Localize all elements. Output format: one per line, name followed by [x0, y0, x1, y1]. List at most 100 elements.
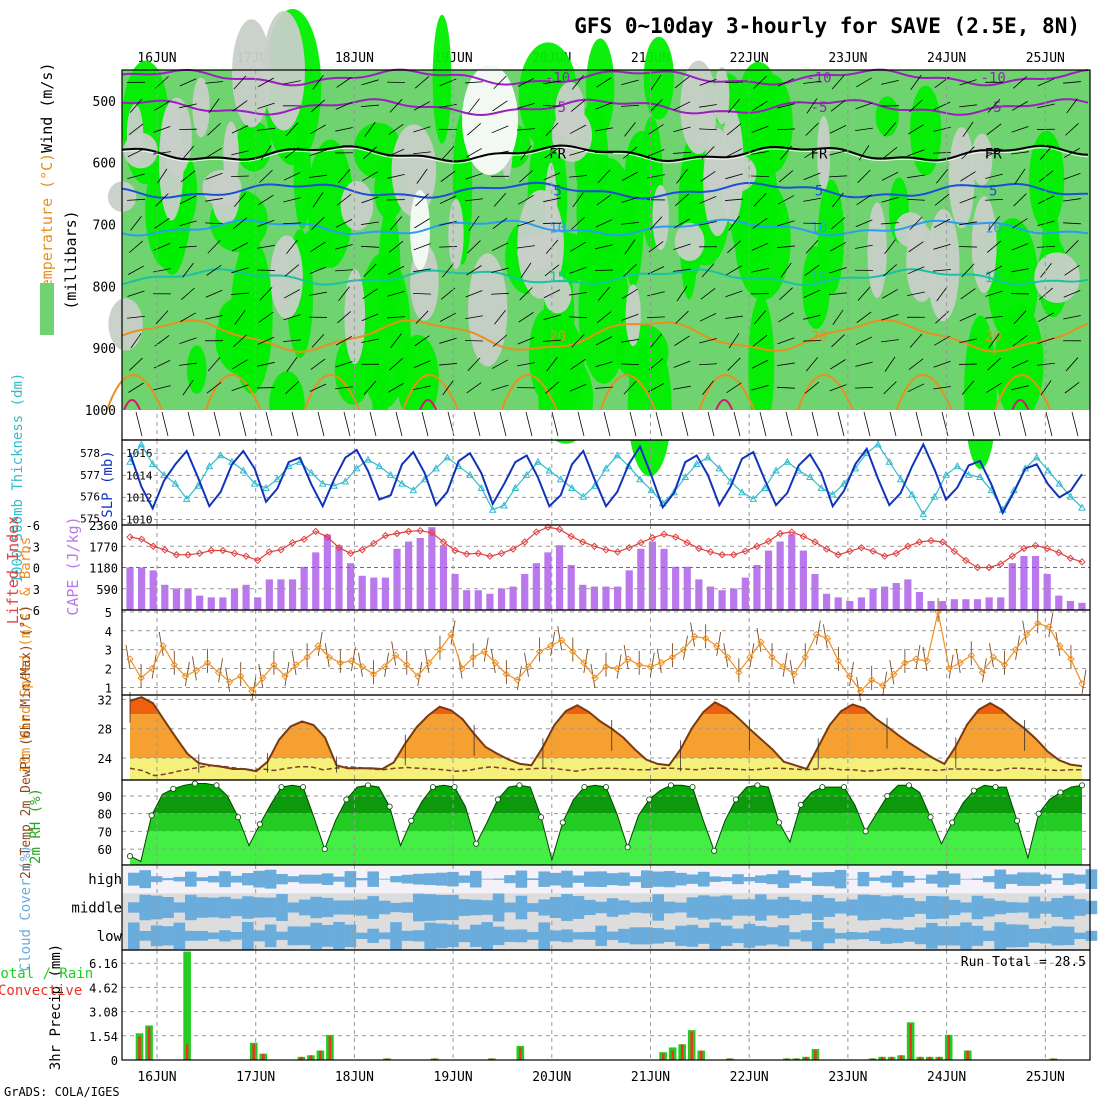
wind-barb — [310, 241, 326, 253]
wind-barb — [889, 411, 897, 437]
cape-bar — [950, 599, 958, 610]
wind-barb — [439, 128, 457, 130]
thickness-marker — [602, 464, 610, 472]
wind-barb — [517, 387, 535, 389]
surface-strip — [122, 410, 1090, 440]
wind-barb — [882, 288, 898, 299]
wind-barb — [231, 175, 249, 178]
wind-barb — [153, 151, 171, 155]
isotherm-line-hot — [123, 399, 141, 411]
cloud-cell — [458, 929, 471, 943]
wind-speed-marker — [989, 653, 998, 661]
wind-barb-10m — [158, 631, 164, 656]
lifted-index-marker — [590, 542, 599, 550]
wind-barb — [232, 217, 248, 230]
wind-barb — [206, 147, 222, 158]
wind-barb — [803, 222, 821, 224]
isotherm-label: 20 — [985, 329, 1002, 345]
wind-barb — [1064, 264, 1080, 276]
wind-barb — [595, 127, 613, 132]
wind-barb-10m — [125, 645, 131, 670]
wind-barb — [727, 357, 741, 371]
wind-barb-10m — [218, 658, 224, 683]
lifted-index-marker — [474, 549, 483, 558]
cloud-cell — [424, 873, 436, 886]
cloud-cell — [492, 893, 505, 922]
thickness-marker — [160, 470, 168, 478]
rh-cell-dry — [971, 133, 993, 186]
wind-barb — [569, 383, 587, 392]
cloud-cell — [663, 929, 676, 943]
wind-speed-marker — [867, 676, 876, 684]
wind-barb — [881, 314, 899, 321]
cloud-cell — [629, 902, 642, 913]
wind-barb — [883, 264, 897, 277]
precip-frame — [121, 949, 1091, 1061]
wind-barb — [1063, 81, 1081, 84]
wind-barb — [959, 338, 977, 344]
wind-barb — [855, 386, 873, 389]
wind-barb — [311, 216, 325, 230]
cloud-cell — [800, 901, 813, 914]
cape-bar — [474, 590, 482, 610]
precip-convective-bar — [490, 1058, 494, 1060]
wind-barb-10m — [815, 620, 821, 645]
wind-barb — [335, 127, 353, 132]
wind-barb — [1037, 337, 1055, 344]
cloud-cell — [675, 925, 687, 946]
rh-marker — [364, 782, 371, 789]
wind-barb — [855, 361, 873, 367]
cloud-cell — [310, 874, 322, 884]
thickness-marker — [738, 488, 746, 496]
wind-barb — [961, 263, 975, 278]
wind-speed-marker — [635, 661, 643, 669]
rh-marker — [494, 796, 501, 803]
thickness-marker — [352, 464, 361, 472]
wind-barb — [804, 381, 820, 394]
cloud-cell — [755, 894, 767, 921]
cloud-cell — [891, 895, 904, 920]
rh-marker — [127, 853, 134, 860]
cape-bar — [265, 579, 273, 610]
wind-barb — [933, 360, 951, 368]
rh-marker — [343, 796, 350, 803]
wind-barb — [232, 359, 248, 370]
thickness-marker — [817, 483, 826, 491]
wind-barb — [336, 336, 352, 346]
wind-barb — [856, 194, 872, 206]
wind-barb — [933, 152, 951, 154]
cape-bar — [161, 584, 169, 610]
temp-2m-line — [129, 696, 1083, 773]
wind-barb — [933, 386, 951, 390]
wind-barb — [855, 219, 873, 228]
rh-cell-moist — [432, 14, 452, 144]
wind-barb — [128, 123, 144, 136]
wind-barb — [855, 269, 873, 271]
wind-barb — [387, 199, 405, 201]
lifted-index-marker — [1031, 541, 1040, 550]
wind-barb — [439, 246, 457, 248]
thickness-marker — [511, 483, 520, 491]
cloud-cell — [812, 872, 824, 886]
wind-barb — [413, 126, 431, 133]
cape-bar — [1066, 600, 1074, 610]
wind-barb — [369, 411, 377, 437]
cape-bar — [706, 586, 715, 610]
wind-barb — [519, 287, 533, 301]
lifted-index-marker — [346, 549, 355, 558]
precip-convective-bar — [138, 1036, 141, 1060]
rh-cell-dry — [448, 198, 464, 270]
wind-barb — [595, 219, 613, 228]
wind10-panel — [122, 597, 1090, 702]
lifted-index-marker — [393, 529, 401, 538]
cape-bar — [300, 566, 308, 610]
cloud-cell — [1051, 898, 1063, 917]
rh-cell-dry — [1034, 252, 1080, 303]
wind-barb — [674, 76, 690, 89]
wind-speed-marker — [458, 664, 466, 673]
rh-band — [130, 813, 1082, 832]
wind-barb — [465, 340, 483, 342]
wind-barb — [491, 267, 509, 273]
wind-barb — [258, 194, 274, 205]
cloud-cell — [663, 901, 676, 914]
